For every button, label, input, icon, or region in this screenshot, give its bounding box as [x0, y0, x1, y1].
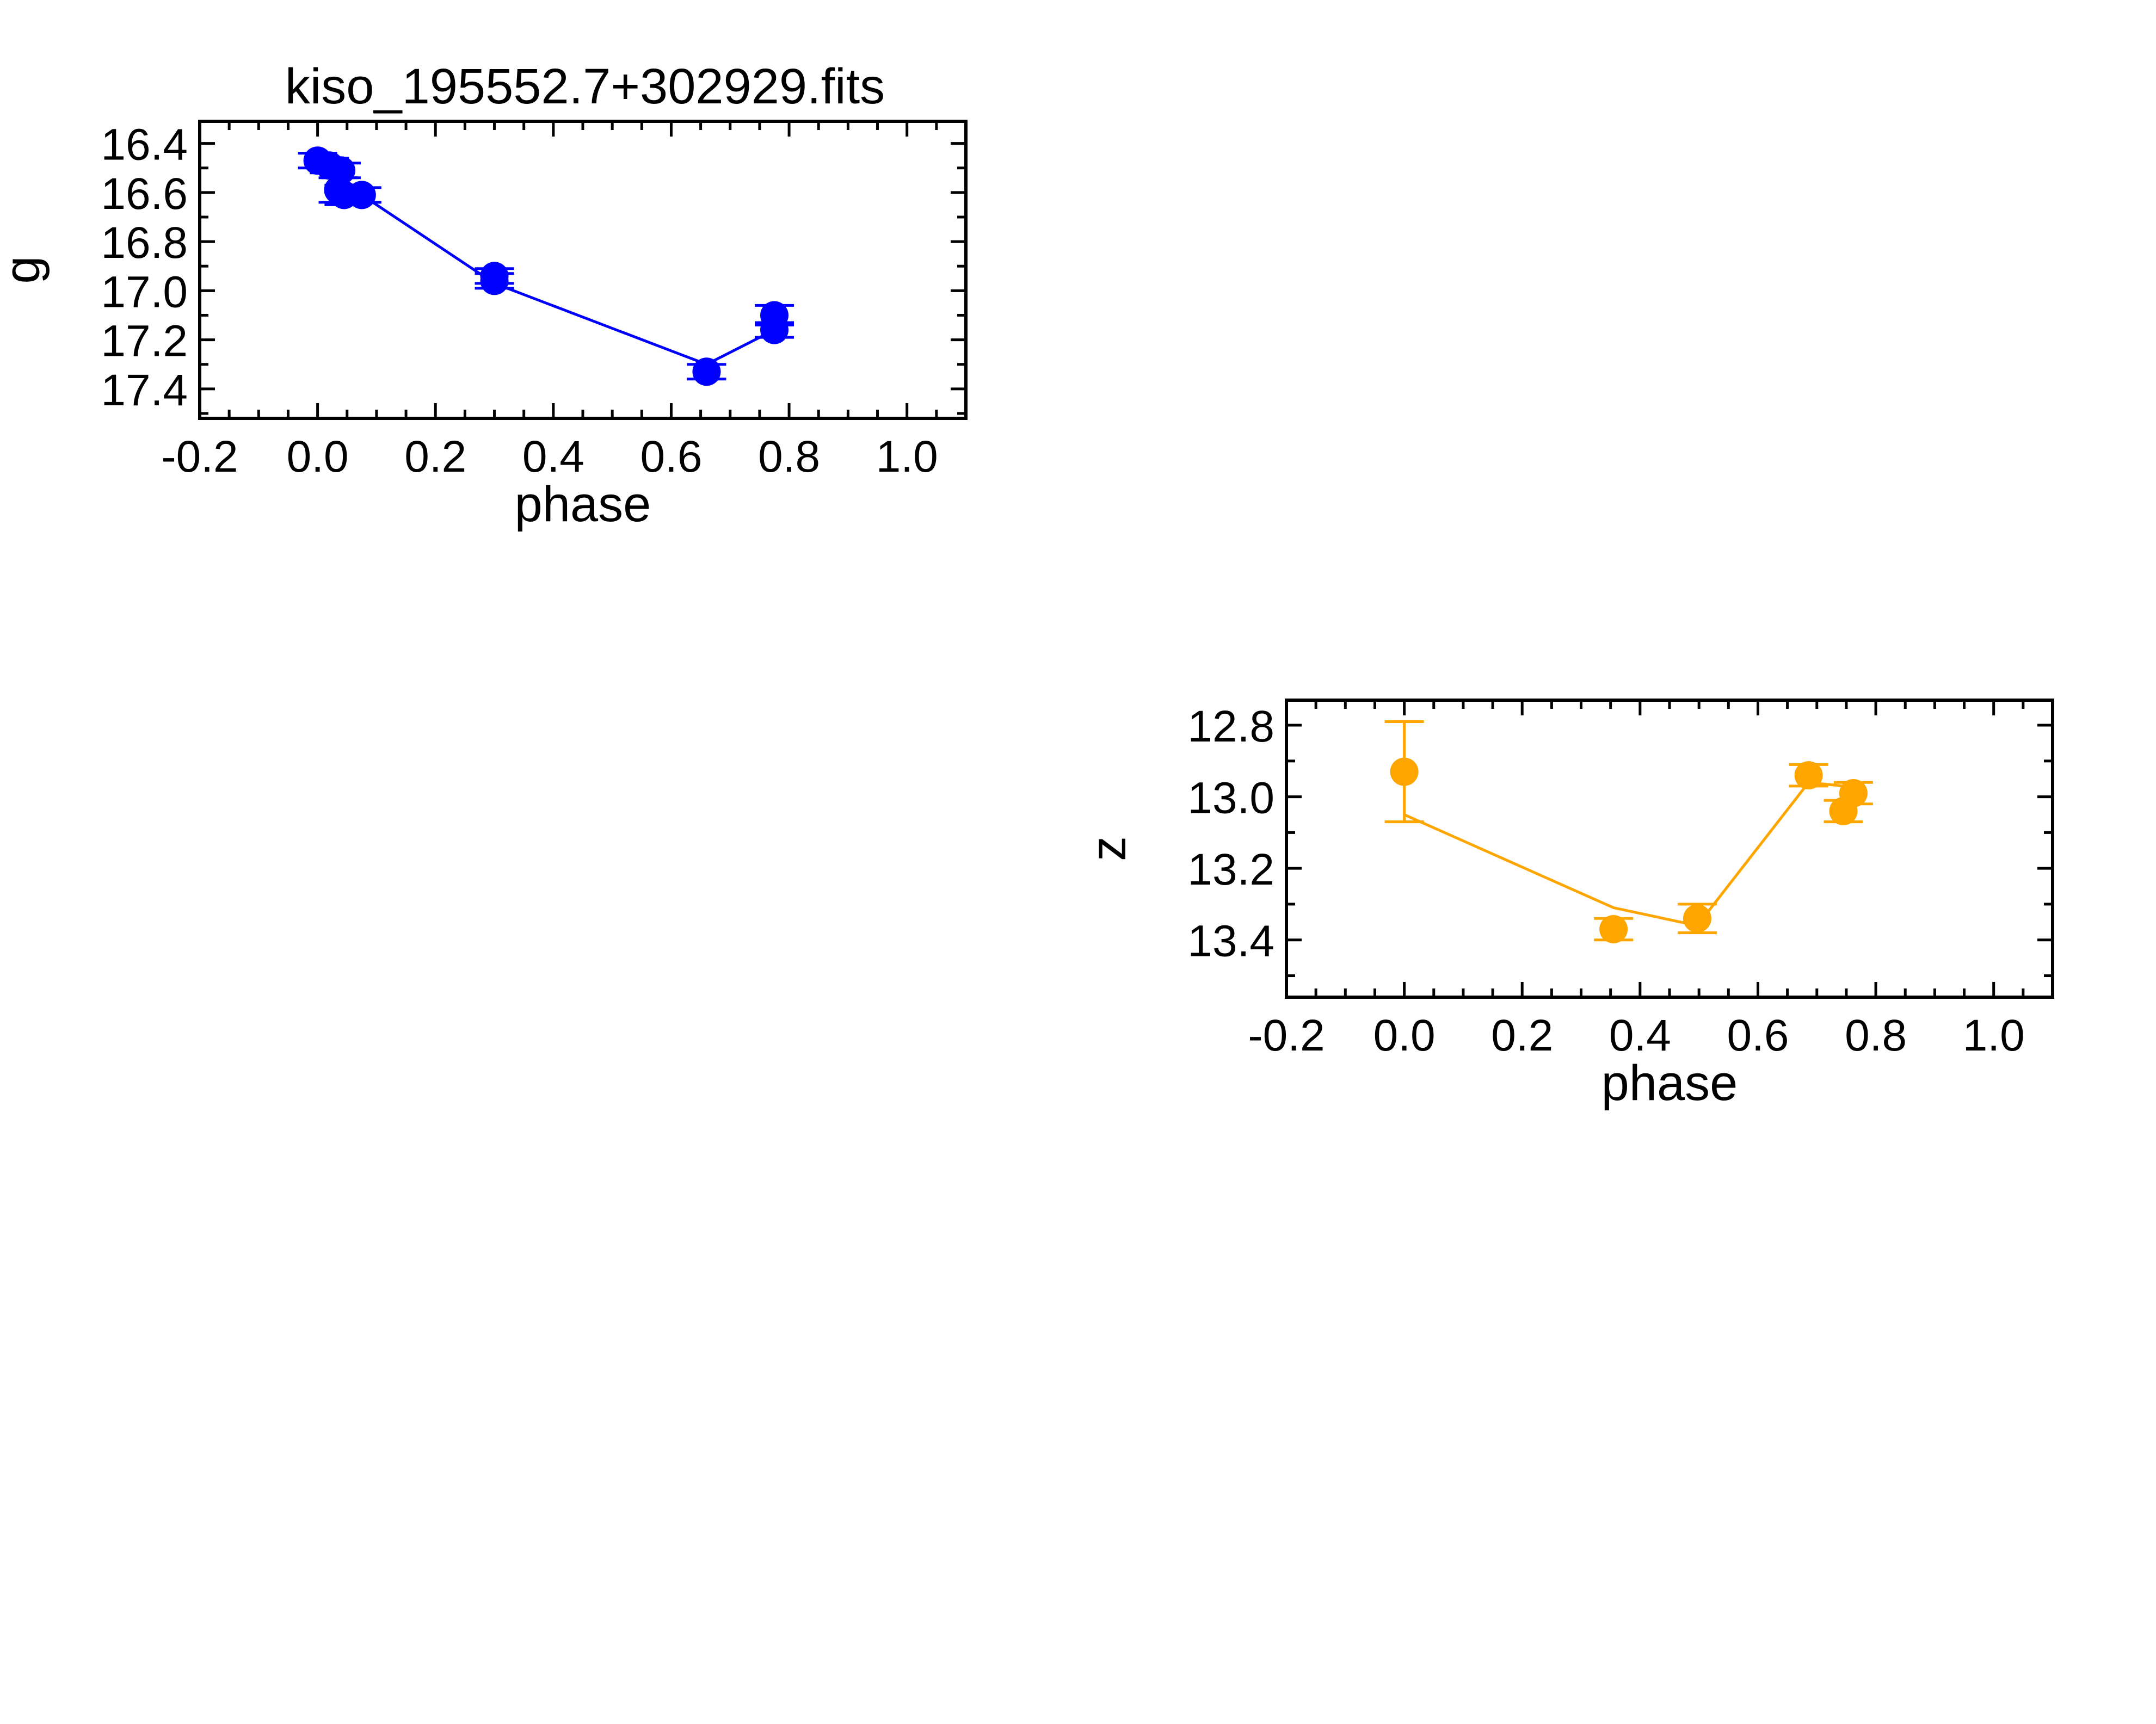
- point-marker: [692, 357, 721, 386]
- y-tick-label: 17.0: [101, 267, 188, 317]
- data-points: [298, 146, 794, 386]
- x-tick-label: 0.6: [640, 432, 702, 481]
- x-tick-label: 0.6: [1727, 1011, 1789, 1060]
- y-tick-label: 13.2: [1187, 845, 1274, 894]
- point-marker: [1794, 761, 1823, 790]
- point-marker: [760, 316, 789, 344]
- point-marker: [347, 181, 376, 209]
- tick-marks: [1286, 700, 2053, 997]
- y-tick-label: 12.8: [1187, 702, 1274, 751]
- y-tick-label: 16.8: [101, 218, 188, 268]
- point-marker: [1839, 779, 1868, 808]
- y-tick-labels: 12.8 13.0 13.2 13.4: [1187, 702, 1274, 966]
- x-tick-label: 0.0: [1373, 1011, 1436, 1060]
- x-tick-label: 1.0: [1963, 1011, 2025, 1060]
- x-tick-label: 0.2: [1491, 1011, 1553, 1060]
- y-tick-label: 13.0: [1187, 774, 1274, 823]
- x-tick-label: -0.2: [1248, 1011, 1325, 1060]
- chart-title: kiso_195552.7+302929.fits: [285, 59, 885, 114]
- x-tick-labels: -0.2 0.0 0.2 0.4 0.6 0.8 1.0: [1248, 1011, 2024, 1060]
- x-tick-label: 0.0: [287, 432, 349, 481]
- point-marker: [480, 267, 509, 295]
- x-tick-label: 0.4: [1609, 1011, 1671, 1060]
- point-marker: [1599, 915, 1628, 944]
- y-tick-label: 16.6: [101, 169, 188, 219]
- x-tick-label: 0.8: [1845, 1011, 1907, 1060]
- g-band-panel: kiso_195552.7+302929.fits -0.2 0.0 0.2 0.4 0…: [0, 59, 968, 532]
- x-tick-labels: -0.2 0.0 0.2 0.4 0.6 0.8 1.0: [161, 432, 938, 481]
- data-points: [1384, 720, 1873, 944]
- data-point: [1384, 720, 1424, 824]
- x-axis-label: phase: [515, 477, 651, 532]
- y-tick-label: 17.2: [101, 317, 188, 366]
- data-point: [1594, 915, 1634, 944]
- data-point: [475, 267, 514, 295]
- data-point: [1789, 761, 1828, 790]
- plot-frame: [1285, 699, 2054, 999]
- x-axis-label: phase: [1601, 1055, 1738, 1111]
- x-tick-label: 0.2: [404, 432, 466, 481]
- data-point: [1833, 779, 1873, 808]
- data-point: [1677, 903, 1717, 935]
- y-axis-label: g: [0, 256, 50, 283]
- data-point: [755, 316, 794, 344]
- x-tick-label: 0.8: [758, 432, 820, 481]
- point-marker: [1390, 757, 1419, 786]
- series-line: [317, 159, 775, 366]
- point-marker: [1683, 904, 1711, 933]
- data-point: [342, 181, 381, 209]
- series-line: [1403, 781, 1854, 928]
- data-point: [687, 357, 726, 386]
- y-tick-label: 13.4: [1187, 917, 1274, 966]
- x-tick-label: 0.4: [522, 432, 584, 481]
- x-tick-label: 1.0: [876, 432, 938, 481]
- z-band-panel: -0.2 0.0 0.2 0.4 0.6 0.8 1.0 12.813.013.213.4 …: [1081, 699, 2054, 1111]
- y-axis-label: z: [1081, 836, 1136, 861]
- y-tick-label: 16.4: [101, 120, 188, 170]
- tick-marks: [200, 121, 966, 418]
- x-tick-label: -0.2: [161, 432, 238, 481]
- y-tick-label: 17.4: [101, 366, 188, 415]
- y-tick-labels: 16.416.616.817.017.217.4: [101, 120, 188, 415]
